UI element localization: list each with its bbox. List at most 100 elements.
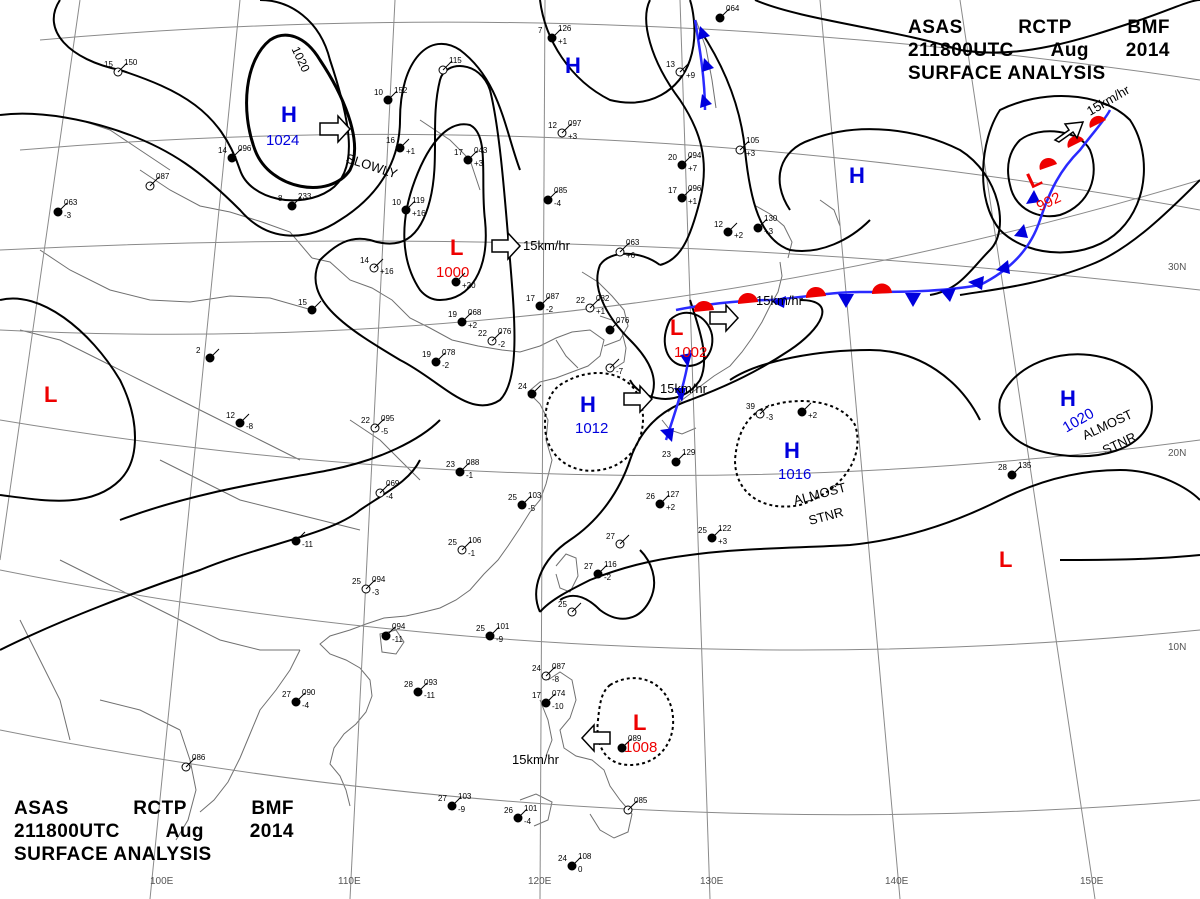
wind-barb — [561, 123, 572, 134]
pressure-centers: H 1024 L 1000 H H L 992 L 1002 H 1012 H … — [44, 53, 1097, 756]
high-letter: H — [1060, 386, 1076, 411]
motion-arrow — [709, 303, 740, 333]
station-temperature: 24 — [518, 382, 527, 391]
station-plot: 12 097 +3 — [548, 119, 582, 141]
station-tendency: -11 — [424, 691, 436, 700]
station-temperature: 15 — [298, 298, 307, 307]
wind-barb — [117, 62, 128, 73]
station-tendency: +2 — [734, 231, 744, 240]
station-temperature: 20 — [668, 153, 677, 162]
high-center: H — [849, 163, 865, 188]
station-plot: 28 135 — [998, 461, 1032, 480]
station-pressure: 116 — [604, 560, 617, 569]
station-tendency: +16 — [412, 209, 426, 218]
warm-front-bump — [871, 283, 892, 294]
station-pressure: 152 — [394, 86, 408, 95]
wind-barb — [609, 358, 620, 369]
wind-barb — [521, 495, 532, 506]
lon-label: 140E — [885, 876, 909, 887]
station-temperature: 25 — [508, 493, 517, 502]
header-month: Aug — [165, 821, 205, 842]
station-temperature: 13 — [666, 60, 675, 69]
station-plot: 17 074 -10 — [532, 689, 566, 711]
wind-barb — [711, 528, 722, 539]
longitude-line-140e — [819, 0, 901, 899]
station-plot: 10 152 — [374, 86, 408, 105]
station-temperature: 25 — [558, 600, 567, 609]
station-temperature: 14 — [360, 256, 369, 265]
motion-label: 15km/hr — [523, 238, 571, 253]
station-plot: 115 — [438, 56, 462, 75]
station-plot: 12 -8 — [226, 411, 254, 431]
wind-barb — [609, 320, 620, 331]
station-plot: 8 233 — [278, 192, 312, 211]
station-temperature: 25 — [352, 577, 361, 586]
isobar — [663, 311, 714, 367]
station-temperature: 22 — [361, 416, 370, 425]
wind-barb — [547, 190, 558, 201]
dashed-isobar — [543, 372, 645, 472]
header-agency: ASAS — [14, 798, 69, 819]
station-plot: 130+3 — [753, 214, 778, 236]
station-plot: 17 087 -2 — [526, 292, 560, 314]
station-tendency: +3 — [568, 132, 578, 141]
isobar — [699, 29, 871, 252]
wind-barb — [57, 202, 68, 213]
cold-front-tooth — [772, 296, 786, 308]
station-plot: +2 — [797, 402, 818, 420]
header-product: BMF — [1127, 17, 1170, 38]
high-center: H 1012 — [575, 392, 608, 437]
station-pressure: 101 — [524, 804, 538, 813]
cold-front-tooth — [905, 293, 921, 307]
station-pressure: 087 — [546, 292, 560, 301]
station-plot: 17 043 +3 — [454, 146, 488, 168]
station-pressure: 101 — [496, 622, 510, 631]
station-plot: 19 078 -2 — [422, 348, 456, 370]
station-plot: 25 103 -5 — [508, 491, 542, 513]
lon-label: 150E — [1080, 876, 1104, 887]
coastlines — [19, 19, 841, 841]
station-tendency: -4 — [386, 492, 394, 501]
station-pressure: 094 — [688, 151, 702, 160]
wind-barb — [295, 531, 306, 542]
wind-barb — [365, 579, 376, 590]
wind-barb — [801, 402, 812, 413]
station-tendency: -1 — [466, 471, 474, 480]
wind-barb — [1011, 465, 1022, 476]
station-tendency: -3 — [64, 211, 72, 220]
station-temperature: 24 — [558, 854, 567, 863]
station-plot: 25 122 +3 — [698, 524, 732, 546]
station-temperature: 23 — [446, 460, 455, 469]
wind-barb — [435, 352, 446, 363]
wind-barb — [379, 483, 390, 494]
isobar — [119, 419, 441, 521]
station-tendency: +1 — [406, 147, 416, 156]
station-tendency: +3 — [718, 537, 728, 546]
wind-barb — [739, 140, 750, 151]
wind-barb — [239, 413, 250, 424]
station-pressure: 090 — [302, 688, 316, 697]
high-value: 1012 — [575, 420, 608, 437]
graticule-labels: 100E 110E 120E 130E 140E 150E 30N 20N 10… — [150, 262, 1186, 887]
station-pressure: 106 — [468, 536, 482, 545]
station-plot: 085-4 — [543, 186, 568, 208]
wind-barb — [311, 300, 322, 311]
station-temperature: 10 — [374, 88, 383, 97]
station-pressure: 105 — [746, 136, 760, 145]
longitude-line-130e — [679, 0, 711, 899]
station-plot: 24 087 -8 — [532, 662, 566, 684]
wind-barb — [295, 692, 306, 703]
station-plot: 25 — [558, 600, 582, 617]
cold-front-tooth — [674, 388, 686, 402]
lat-label: 30N — [1168, 262, 1186, 273]
station-tendency: -9 — [458, 805, 466, 814]
station-pressure: 089 — [628, 734, 642, 743]
wind-barb — [291, 196, 302, 207]
low-center: L — [999, 547, 1012, 572]
high-letter: H — [565, 53, 581, 78]
wind-barb — [442, 60, 453, 71]
isobar — [539, 0, 696, 104]
station-temperature: 14 — [218, 146, 227, 155]
isobar — [535, 299, 824, 613]
station-pressure: 103 — [528, 491, 542, 500]
